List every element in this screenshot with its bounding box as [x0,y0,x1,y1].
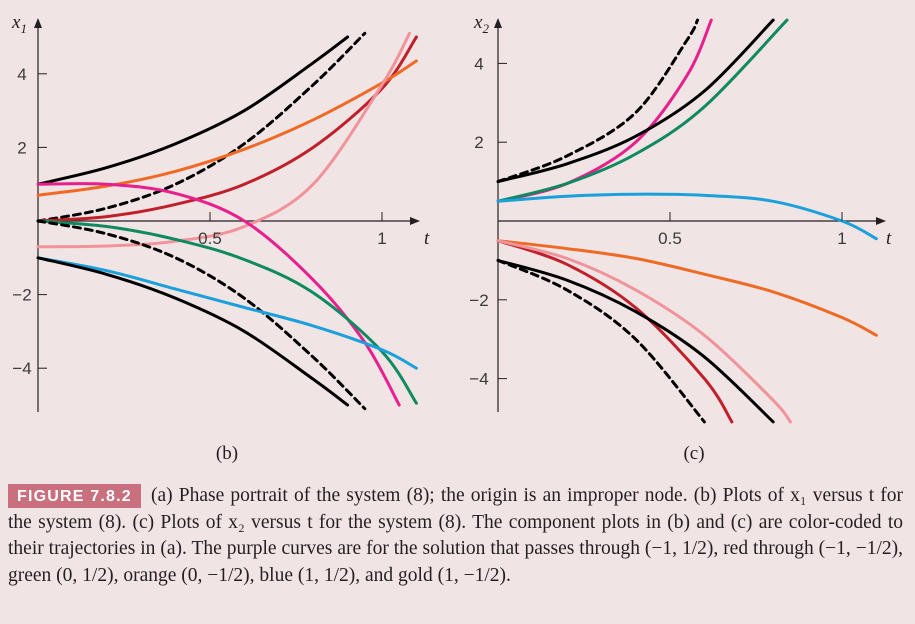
panel-c-curve-green [496,18,789,203]
panel-b-y-tick-label: 4 [17,65,26,84]
panel-c-y-tick-label: 2 [474,133,483,152]
panel-b-x-arrowhead [410,217,420,225]
panel-c-curve-black-dashed-upper [496,18,699,184]
panel-b-x-tick-label: 1 [377,229,386,248]
panel-b-curve-red-upper [36,35,418,223]
panel-b-curve-blue [36,256,418,370]
panel-c-curve-red [496,239,734,424]
panel-b-y-tick-label: −4 [12,359,31,378]
figure-panels: 4 2 −2 −4 0.5 1 x1 t (b) 4 2 −2 −4 0.5 1 x2 t (c) [11,12,892,464]
panel-c-curve-black-solid-lower [496,258,775,424]
panel-c-x2-vs-t: 4 2 −2 −4 0.5 1 x2 t (c) [469,12,892,464]
caption-text: (a) Phase portrait of the system (8); th… [8,485,904,586]
panel-c-curve-gold [496,239,792,424]
panel-c-y-axis-label: x2 [473,12,489,36]
panel-b-curve-black-dashed-lower [36,219,367,411]
panel-c-x-tick-label: 1 [837,229,846,248]
panel-b-ticks: 4 2 −2 −4 0.5 1 [12,65,386,378]
panel-b-curves [36,31,418,411]
panel-c-label: (c) [683,443,704,464]
panel-b-x-axis-label: t [424,228,430,249]
panel-c-curves [496,18,878,424]
panel-c-x-tick-label: 0.5 [658,229,682,248]
panel-b-y-tick-label: −2 [12,286,31,305]
panel-c-x-arrowhead [876,217,886,225]
panel-b-y-tick-label: 2 [17,138,26,157]
panel-b-curve-black-solid-upper [36,35,350,186]
panel-c-y-arrowhead [494,18,502,28]
panel-b-curve-green [36,219,418,405]
panel-c-curve-blue [496,192,878,241]
panel-b-x1-vs-t: 4 2 −2 −4 0.5 1 x1 t (b) [11,12,430,464]
figure-number-badge: FIGURE 7.8.2 [8,484,141,508]
panel-b-curve-gold [36,31,411,249]
panel-b-label: (b) [216,443,238,464]
panel-c-y-tick-label: −2 [469,291,488,310]
panel-b-curve-black-solid-lower [36,256,350,407]
panel-c-x-axis-label: t [886,228,892,249]
panel-c-curve-black-dashed-lower [496,258,706,424]
panel-b-curve-orange [36,59,418,197]
panel-c-y-tick-label: 4 [474,54,483,73]
panel-b-x-tick-label: 0.5 [198,229,222,248]
panel-b-y-axis-label: x1 [11,12,27,36]
panel-c-curve-black-solid-upper [496,18,775,184]
panel-b-y-arrowhead [34,18,42,28]
panel-c-y-tick-label: −4 [469,370,488,389]
panel-c-curve-orange [496,239,878,337]
panel-b-curve-black-dashed-upper [36,31,367,223]
panel-c-ticks: 4 2 −2 −4 0.5 1 [469,54,846,388]
figure-caption: FIGURE 7.8.2 (a) Phase portrait of the s… [8,483,903,589]
